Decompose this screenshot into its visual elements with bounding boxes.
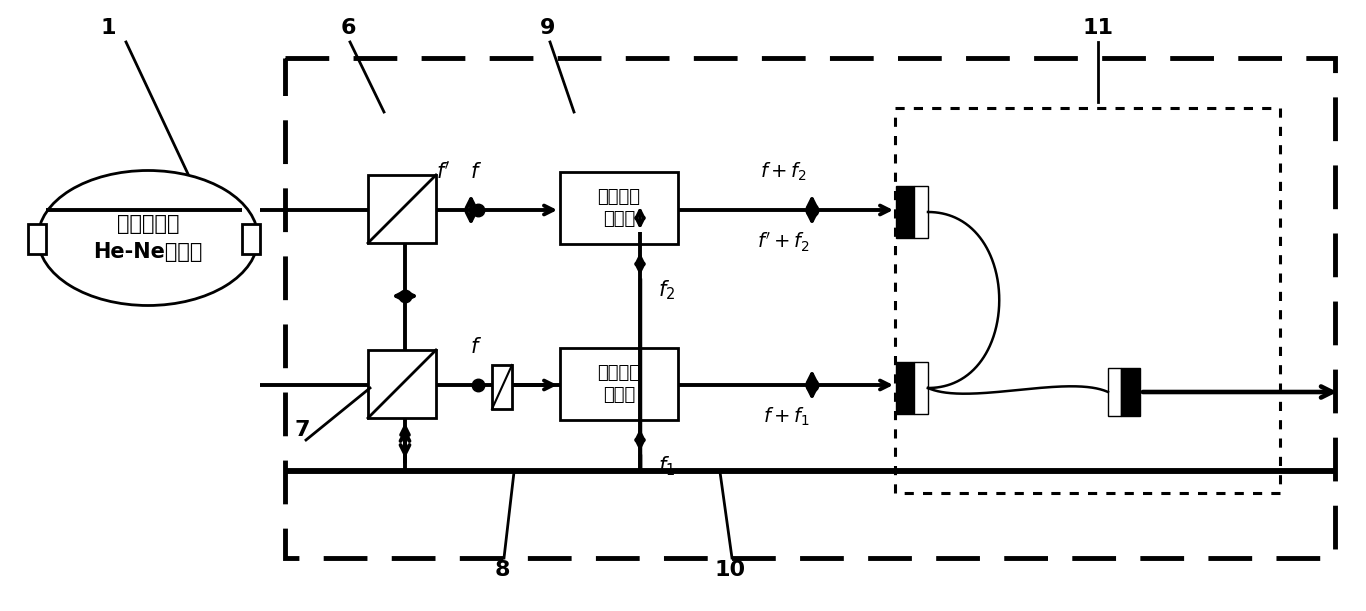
Text: $f_1$: $f_1$ (658, 454, 675, 478)
Ellipse shape (38, 170, 258, 306)
Text: 7: 7 (294, 420, 310, 440)
Text: 双纵模稳频: 双纵模稳频 (116, 214, 179, 234)
Bar (1108, 368, 1121, 416)
Text: 1: 1 (100, 18, 116, 38)
Bar (914, 362, 928, 414)
Bar (492, 365, 512, 409)
Text: 8: 8 (494, 560, 510, 580)
Text: 二号声光: 二号声光 (597, 364, 641, 382)
Text: 6: 6 (340, 18, 355, 38)
Bar (896, 186, 914, 238)
Bar (560, 348, 678, 420)
Text: $f'$: $f'$ (436, 160, 451, 182)
Bar (285, 58, 1335, 558)
Text: 移频器: 移频器 (602, 386, 635, 404)
Bar (242, 224, 260, 254)
Text: 9: 9 (541, 18, 556, 38)
Text: 11: 11 (1082, 18, 1113, 38)
Bar (560, 172, 678, 244)
Text: $f$: $f$ (470, 162, 482, 182)
Text: 一号声光: 一号声光 (597, 188, 641, 206)
Bar (896, 362, 914, 414)
Text: $f + f_1$: $f + f_1$ (764, 406, 810, 428)
Bar (367, 175, 436, 243)
Text: 10: 10 (714, 560, 746, 580)
Bar (27, 224, 46, 254)
Bar (895, 108, 1280, 493)
Text: He-Ne激光器: He-Ne激光器 (93, 242, 202, 262)
Text: $f + f_2$: $f + f_2$ (759, 161, 807, 183)
Text: 移频器: 移频器 (602, 210, 635, 228)
Text: $f$: $f$ (470, 337, 482, 357)
Bar (367, 350, 436, 418)
Text: $f' + f_2$: $f' + f_2$ (757, 230, 810, 254)
Text: $f_2$: $f_2$ (658, 278, 675, 302)
Bar (1121, 368, 1141, 416)
Bar (914, 186, 928, 238)
